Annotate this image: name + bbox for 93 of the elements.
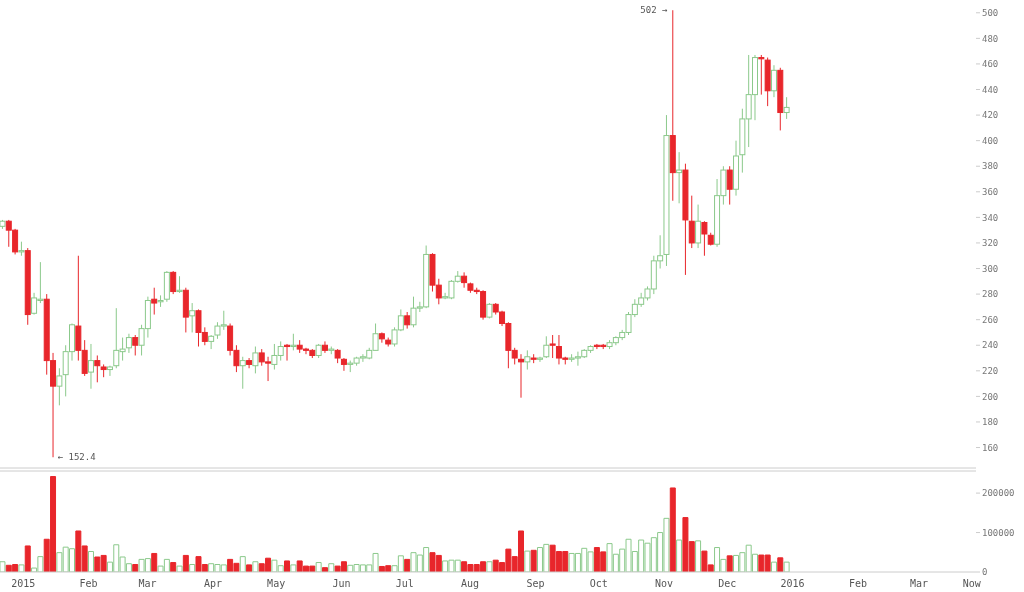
y-tick-label: 500 (982, 7, 999, 18)
x-tick-label: 2016 (780, 578, 805, 590)
x-tick-label: Nov (654, 578, 674, 590)
y-tick-label: 240 (982, 340, 999, 351)
x-tick-label: Feb (848, 578, 867, 590)
candlestick (461, 271, 468, 289)
candlestick (132, 334, 139, 356)
bar (176, 565, 183, 572)
annotation: ← 152.4 (57, 452, 96, 463)
bar (695, 540, 702, 572)
bar (290, 564, 297, 572)
candlestick (284, 343, 291, 362)
bar (87, 550, 94, 572)
candlestick (340, 357, 347, 372)
bar (252, 561, 259, 572)
x-tick-label: Feb (79, 578, 98, 590)
candlestick (125, 333, 132, 354)
y-tick-label: 320 (982, 238, 999, 249)
y-tick-label: 400 (982, 135, 999, 146)
candlestick (56, 367, 63, 406)
bar (239, 556, 246, 572)
y-tick-label: 420 (982, 110, 999, 121)
annotation: 502 → (640, 5, 669, 16)
y-tick-label: 360 (982, 187, 999, 197)
candlestick (701, 220, 708, 257)
y-tick-label: 260 (982, 314, 999, 325)
bar (328, 563, 335, 572)
x-tick-label: Dec (718, 578, 737, 590)
bar (170, 562, 177, 572)
y-tick-label: 460 (982, 59, 999, 70)
y-tick-label: 220 (982, 366, 999, 377)
bar (284, 560, 291, 572)
candlestick (783, 96, 790, 120)
y-tick-label: 200 (982, 391, 999, 402)
y-tick-label: 160 (982, 442, 999, 453)
bar (246, 564, 253, 572)
bar (151, 552, 158, 572)
bar (770, 561, 777, 572)
x-tick-label: Mar (910, 578, 929, 590)
candlestick (676, 151, 683, 204)
x-tick-label: Aug (461, 578, 480, 590)
candlestick (239, 356, 246, 390)
bar (315, 562, 322, 572)
bar (783, 561, 790, 572)
y-tick-label: 280 (982, 289, 999, 300)
y-tick-label: 440 (982, 84, 999, 95)
x-tick-label: Jul (395, 578, 414, 590)
x-tick-label: 2015 (11, 578, 36, 590)
candlestick (695, 204, 702, 249)
candlestick (758, 54, 765, 96)
y-tick-label: 0 (982, 567, 988, 578)
candlestick (106, 365, 113, 377)
candlestick (252, 346, 259, 374)
candlestick (246, 357, 253, 369)
candlestick (543, 335, 550, 359)
bar (486, 561, 493, 572)
bar (530, 549, 537, 572)
x-tick-label: Oct (589, 578, 608, 590)
candlestick (770, 64, 777, 98)
x-tick-label: Mar (138, 578, 157, 590)
candlestick (688, 195, 695, 249)
bar (182, 554, 189, 572)
y-tick-label: 100000 (982, 527, 1015, 538)
y-tick-label: 480 (982, 33, 999, 44)
x-tick-label: Jun (332, 578, 351, 590)
x-tick-label: Sep (526, 578, 545, 590)
y-tick-label: 380 (982, 161, 999, 172)
candlestick (726, 165, 733, 206)
bar (524, 550, 531, 572)
candlestick (170, 270, 177, 295)
candlestick (321, 340, 328, 354)
y-tick-label: 300 (982, 263, 999, 274)
candlestick (524, 349, 531, 371)
candlestick (189, 302, 196, 333)
candlestick (151, 287, 158, 316)
bar (669, 487, 676, 572)
bar (18, 564, 25, 572)
bar (24, 545, 31, 572)
bar (404, 558, 411, 572)
candlestick (549, 334, 556, 359)
y-tick-label: 200000 (982, 488, 1015, 499)
x-tick-label: Now (962, 578, 982, 590)
bar (726, 555, 733, 572)
candlestick (94, 354, 101, 383)
bar (777, 557, 784, 572)
candlestick (87, 343, 94, 390)
candlestick (518, 353, 525, 399)
x-tick-label: Apr (203, 578, 222, 590)
bar (676, 539, 683, 572)
x-tick-label: May (267, 578, 286, 590)
y-tick-label: 180 (982, 417, 999, 428)
candlestick (208, 334, 215, 350)
y-tick-label: 340 (982, 212, 999, 223)
